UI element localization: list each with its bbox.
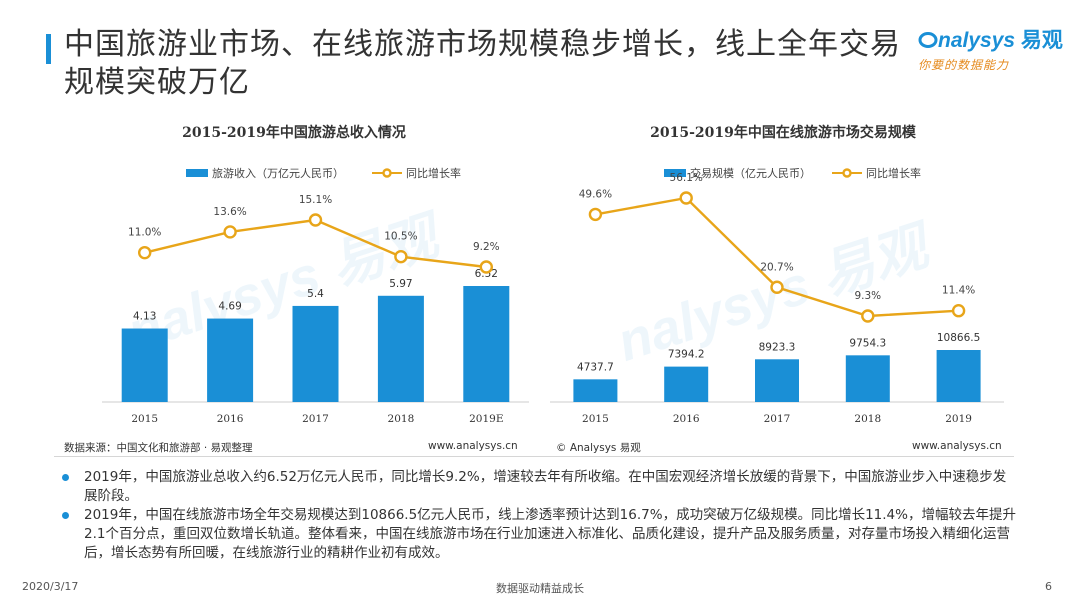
x-tick-label: 2019 bbox=[945, 413, 972, 425]
summary-bullets: 2019年，中国旅游业总收入约6.52万亿元人民币，同比增长9.2%，增速较去年… bbox=[58, 468, 1016, 563]
chart-source-left: 数据来源：中国文化和旅游部 · 易观整理 bbox=[64, 442, 253, 454]
divider bbox=[54, 456, 1014, 457]
logo-slogan: 你要的数据能力 bbox=[918, 58, 1010, 72]
bullet-text: 2019年，中国在线旅游市场全年交易规模达到10866.5亿元人民币，线上渗透率… bbox=[84, 507, 1016, 561]
chart-tourism-revenue: 2015-2019年中国旅游总收入情况旅游收入（万亿元人民币） 同比增长率 4.13… bbox=[54, 112, 534, 437]
growth-rate-point bbox=[479, 260, 493, 274]
x-tick-label: 2015 bbox=[582, 413, 609, 425]
bar bbox=[292, 305, 339, 402]
page-number: 6 bbox=[1045, 580, 1052, 593]
bar bbox=[463, 286, 510, 402]
growth-rate-point bbox=[951, 304, 966, 318]
growth-rate-label: 15.1% bbox=[299, 194, 332, 206]
growth-rate-label: 9.2% bbox=[473, 241, 500, 253]
bar bbox=[121, 328, 168, 402]
logo-cn: 易观 bbox=[1020, 28, 1063, 52]
bar-value-label: 5.4 bbox=[307, 288, 324, 300]
growth-rate-label: 56.1% bbox=[670, 172, 703, 184]
footer-slogan: 数据驱动精益成长 bbox=[496, 582, 584, 595]
growth-rate-point bbox=[223, 225, 237, 239]
growth-rate-line bbox=[595, 196, 959, 318]
x-tick-label: 2018 bbox=[388, 413, 415, 425]
bar-value-label: 5.97 bbox=[389, 278, 412, 290]
analysys-logo: nalysys 易观 你要的数据能力 bbox=[918, 24, 1063, 72]
bullet-item: 2019年，中国旅游业总收入约6.52万亿元人民币，同比增长9.2%，增速较去年… bbox=[58, 468, 1016, 506]
growth-rate-label: 20.7% bbox=[760, 261, 793, 273]
growth-rate-point bbox=[679, 191, 693, 205]
bar bbox=[755, 359, 799, 402]
growth-rate-point bbox=[770, 280, 784, 294]
chart-url-right: www.analysys.cn bbox=[912, 440, 1002, 452]
chart-title: 2015-2019年中国旅游总收入情况 bbox=[182, 124, 406, 141]
growth-rate-point bbox=[394, 249, 408, 264]
bullet-dot-icon bbox=[62, 512, 69, 519]
x-tick-label: 2019E bbox=[469, 413, 503, 425]
title-accent-bar bbox=[46, 34, 51, 64]
legend-line-marker bbox=[382, 168, 392, 178]
x-tick-label: 2017 bbox=[302, 413, 329, 425]
growth-rate-label: 10.5% bbox=[384, 231, 417, 243]
bar-value-label: 6.52 bbox=[475, 268, 498, 280]
bar-value-label: 10866.5 bbox=[937, 332, 980, 344]
bar-value-label: 7394.2 bbox=[668, 349, 705, 361]
bar-value-label: 9754.3 bbox=[849, 337, 886, 349]
chart-title: 2015-2019年中国在线旅游市场交易规模 bbox=[650, 124, 917, 141]
growth-rate-label: 11.4% bbox=[942, 285, 975, 297]
bullet-dot-icon bbox=[62, 474, 69, 481]
legend-bar-swatch bbox=[664, 169, 686, 177]
bar bbox=[664, 366, 709, 402]
chart-url-left: www.analysys.cn bbox=[428, 440, 518, 452]
bar bbox=[573, 379, 618, 402]
bar-value-label: 4.13 bbox=[133, 311, 156, 323]
growth-rate-label: 13.6% bbox=[213, 206, 246, 218]
legend-bar-label: 旅游收入（万亿元人民币） bbox=[212, 166, 344, 180]
growth-rate-point bbox=[861, 309, 875, 323]
growth-rate-label: 49.6% bbox=[579, 188, 612, 200]
x-tick-label: 2017 bbox=[764, 413, 791, 425]
growth-rate-label: 9.3% bbox=[854, 290, 881, 302]
legend-bar-swatch bbox=[186, 169, 208, 177]
bar bbox=[936, 350, 981, 402]
legend-line-label: 同比增长率 bbox=[866, 166, 921, 180]
legend-bar-label: 交易规模（亿元人民币） bbox=[690, 166, 811, 180]
bar bbox=[207, 318, 254, 402]
logo-swirl-icon bbox=[918, 32, 938, 48]
bullet-text: 2019年，中国旅游业总收入约6.52万亿元人民币，同比增长9.2%，增速较去年… bbox=[84, 469, 1007, 504]
chart-source-right: © Analysys 易观 bbox=[556, 442, 641, 454]
growth-rate-point bbox=[137, 245, 152, 260]
legend-line-label: 同比增长率 bbox=[406, 166, 461, 180]
bar-value-label: 8923.3 bbox=[759, 341, 796, 353]
chart-online-travel: 2015-2019年中国在线旅游市场交易规模交易规模（亿元人民币） 同比增长率 47… bbox=[548, 112, 1018, 437]
growth-rate-line bbox=[144, 218, 487, 269]
logo-text: nalysys bbox=[938, 29, 1016, 52]
x-tick-label: 2015 bbox=[131, 413, 158, 425]
page-title: 中国旅游业市场、在线旅游市场规模稳步增长，线上全年交易规模突破万亿 bbox=[64, 27, 901, 100]
growth-rate-point bbox=[588, 207, 603, 222]
bar bbox=[377, 295, 424, 402]
growth-rate-point bbox=[308, 213, 323, 227]
x-tick-label: 2016 bbox=[217, 413, 244, 425]
footer-date: 2020/3/17 bbox=[22, 580, 79, 593]
x-tick-label: 2016 bbox=[673, 413, 700, 425]
growth-rate-label: 11.0% bbox=[128, 227, 161, 239]
bar-value-label: 4.69 bbox=[218, 301, 241, 313]
bullet-item: 2019年，中国在线旅游市场全年交易规模达到10866.5亿元人民币，线上渗透率… bbox=[58, 506, 1016, 563]
bar-value-label: 4737.7 bbox=[577, 361, 614, 373]
bar bbox=[845, 355, 890, 402]
x-tick-label: 2018 bbox=[854, 413, 881, 425]
legend-line-marker bbox=[842, 168, 852, 178]
